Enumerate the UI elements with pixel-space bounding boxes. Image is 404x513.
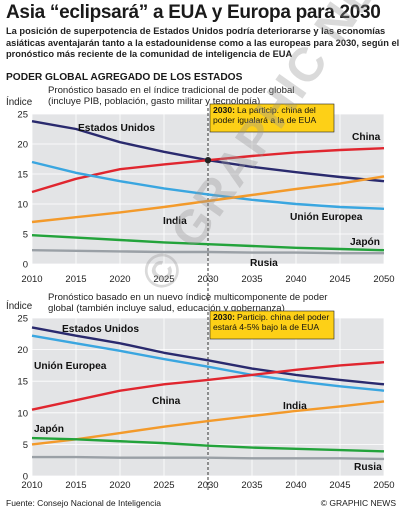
y-tick-label: 15 [17, 170, 28, 181]
series-line-rusia [31, 249, 384, 255]
y-tick-label: 10 [17, 408, 28, 419]
y-tick-label: 20 [17, 345, 28, 356]
page-title: Asia “eclipsará” a EUA y Europa para 203… [6, 2, 381, 23]
x-tick-label: 2040 [285, 480, 306, 491]
y-tick-label: 15 [17, 377, 28, 388]
x-tick-label: 2025 [153, 480, 174, 491]
x-tick-label: 2035 [241, 274, 262, 285]
annotation-text: La particip. china del [237, 105, 316, 115]
series-label-japon: Japón [350, 237, 380, 248]
y-tick-label: 25 [17, 110, 28, 121]
annotation-year: 2030: [213, 105, 235, 115]
series-line-india [31, 175, 385, 224]
y-tick-label: 0 [23, 472, 28, 483]
x-tick-label: 2020 [109, 480, 130, 491]
y-tick-label: 5 [23, 440, 28, 451]
y-axis-label: Índice [6, 301, 33, 312]
chart-title: Pronóstico basado en el índice tradicion… [48, 85, 294, 96]
crossover-point [204, 157, 212, 164]
series-label-japon: Japón [34, 424, 64, 435]
annotation-text: poder igualará a la de EUA [213, 115, 316, 125]
section-label: PODER GLOBAL AGREGADO DE LOS ESTADOS [6, 72, 243, 83]
series-label-china: China [152, 396, 181, 407]
x-tick-label: 2010 [21, 274, 42, 285]
annotation-text: estará 4-5% bajo la de EUA [213, 322, 319, 332]
series-label-india: India [283, 401, 307, 412]
x-tick-label: 2030 [197, 274, 218, 285]
annotation-text: Particip. china del poder [237, 312, 329, 322]
series-line-china [31, 361, 385, 411]
chart-title: Pronóstico basado en un nuevo índice mul… [48, 292, 328, 303]
x-tick-label: 2030 [197, 480, 218, 491]
x-tick-label: 2040 [285, 274, 306, 285]
x-tick-label: 2050 [373, 480, 394, 491]
series-line-japon [31, 234, 385, 252]
series-label-rusia: Rusia [250, 258, 278, 269]
credit-note: © GRAPHIC NEWS [320, 498, 396, 508]
series-label-rusia: Rusia [354, 462, 382, 473]
y-tick-label: 20 [17, 140, 28, 151]
source-note: Fuente: Consejo Nacional de Inteligencia [6, 498, 161, 508]
series-line-japon [31, 436, 385, 453]
annotation-box [209, 310, 335, 340]
x-tick-label: 2020 [109, 274, 130, 285]
x-tick-label: 2010 [21, 480, 42, 491]
y-tick-label: 0 [23, 260, 28, 271]
x-tick-label: 2045 [329, 480, 350, 491]
series-label-china: China [352, 132, 381, 143]
x-tick-label: 2015 [65, 480, 86, 491]
series-label-estados_unidos: Estados Unidos [78, 123, 155, 134]
annotation-box [209, 103, 335, 133]
series-line-estados_unidos [31, 326, 385, 386]
y-tick-label: 10 [17, 200, 28, 211]
chart-title: (incluye PIB, población, gasto militar y… [48, 96, 260, 107]
y-tick-label: 25 [17, 314, 28, 325]
series-line-union_europea [31, 334, 385, 392]
annotation-year: 2030: [213, 312, 235, 322]
x-tick-label: 2050 [373, 274, 394, 285]
y-tick-label: 5 [23, 230, 28, 241]
x-tick-label: 2045 [329, 274, 350, 285]
series-line-india [31, 400, 385, 446]
series-label-india: India [163, 216, 187, 227]
chart-title: global (también incluye salud, educación… [48, 303, 285, 314]
x-tick-label: 2025 [153, 274, 174, 285]
x-tick-label: 2015 [65, 274, 86, 285]
x-tick-label: 2035 [241, 480, 262, 491]
page-subtitle: La posición de superpotencia de Estados … [6, 26, 400, 59]
series-label-estados_unidos: Estados Unidos [62, 324, 139, 335]
series-label-union_europea: Unión Europea [34, 361, 107, 372]
series-line-union_europea [31, 160, 385, 210]
series-line-rusia [32, 455, 385, 461]
series-label-union_europea: Unión Europea [290, 212, 363, 223]
y-axis-label: Índice [6, 97, 33, 108]
